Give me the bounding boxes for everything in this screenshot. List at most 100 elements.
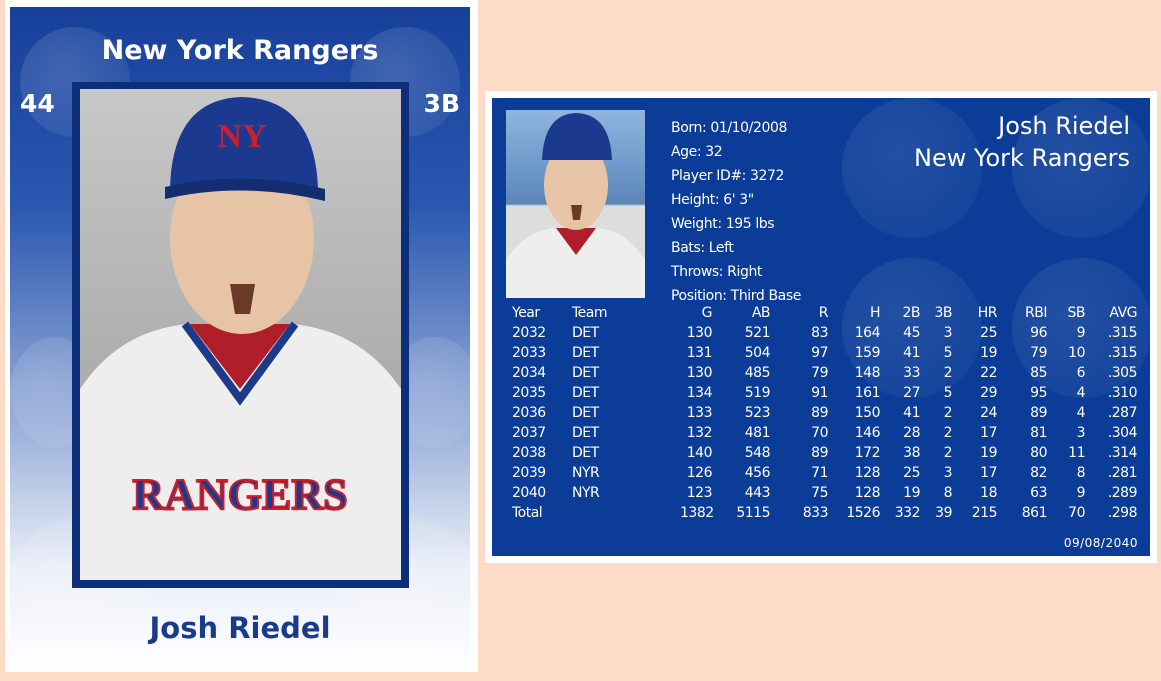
cell-ab: 481 <box>744 425 771 441</box>
table-row: 2040 NYR 123 443 75 128 19 8 18 63 9 .289 <box>512 483 1138 503</box>
cell-sb: 9 <box>1076 325 1086 341</box>
column-header-g: G <box>701 305 713 321</box>
cell-year: 2037 <box>512 425 546 441</box>
cell-hr: 24 <box>980 405 997 421</box>
cell-2b: 19 <box>903 485 920 501</box>
column-header-hr: HR <box>977 305 998 321</box>
cell-ab: 519 <box>744 385 771 401</box>
column-header-3b: 3B <box>934 305 952 321</box>
cell-avg: .287 <box>1107 405 1138 421</box>
cell-sb: 10 <box>1068 345 1085 361</box>
cell-avg: .304 <box>1107 425 1138 441</box>
cell-team: DET <box>572 445 599 461</box>
cell-team: NYR <box>572 485 600 501</box>
cell-hr: 215 <box>971 505 998 521</box>
cell-2b: 28 <box>903 425 920 441</box>
table-row: 2039 NYR 126 456 71 128 25 3 17 82 8 .281 <box>512 463 1138 483</box>
photo-frame: NY RANGERS <box>72 82 409 588</box>
cell-h: 161 <box>854 385 881 401</box>
cell-2b: 33 <box>903 365 920 381</box>
cell-avg: .298 <box>1107 505 1138 521</box>
cell-r: 70 <box>811 425 828 441</box>
cell-h: 128 <box>854 485 881 501</box>
cell-hr: 17 <box>980 465 997 481</box>
cell-sb: 11 <box>1068 445 1085 461</box>
cell-ab: 521 <box>744 325 771 341</box>
stats-table: Year Team G AB R H 2B 3B HR RBI SB AVG 2032 DET 130 52… <box>512 303 1138 523</box>
team-name: New York Rangers <box>101 35 379 66</box>
column-header-2b: 2B <box>902 305 920 321</box>
cell-2b: 41 <box>903 345 920 361</box>
cell-h: 164 <box>854 325 881 341</box>
player-id: Player ID#: 3272 <box>671 168 785 184</box>
cell-year: 2032 <box>512 325 546 341</box>
cell-sb: 9 <box>1076 485 1086 501</box>
cell-3b: 2 <box>943 365 953 381</box>
cell-3b: 5 <box>943 345 953 361</box>
cell-2b: 25 <box>903 465 920 481</box>
cell-hr: 17 <box>980 425 997 441</box>
cell-team: DET <box>572 385 599 401</box>
back-team-name: New York Rangers <box>914 144 1130 172</box>
table-row: 2038 DET 140 548 89 172 38 2 19 80 11 .314 <box>512 443 1138 463</box>
table-row: 2034 DET 130 485 79 148 33 2 22 85 6.305 <box>512 363 1138 383</box>
cell-hr: 25 <box>980 325 997 341</box>
player-info: Born: 01/10/2008 Age: 32 Player ID#: 327… <box>671 116 801 308</box>
cell-hr: 18 <box>980 485 997 501</box>
throws: Throws: Right <box>671 264 763 280</box>
cell-h: 128 <box>854 465 881 481</box>
player-photo: NY RANGERS <box>80 89 401 580</box>
cell-avg: .310 <box>1107 385 1138 401</box>
column-header-r: R <box>818 305 829 321</box>
cell-hr: 22 <box>980 365 997 381</box>
jersey-number: 44 <box>20 89 55 118</box>
cell-ab: 456 <box>744 465 771 481</box>
cell-ab: 504 <box>744 345 771 361</box>
cell-year: 2033 <box>512 345 546 361</box>
cell-r: 89 <box>811 405 828 421</box>
cell-g: 133 <box>686 405 713 421</box>
cell-2b: 41 <box>903 405 920 421</box>
cell-g: 132 <box>686 425 713 441</box>
cell-ab: 523 <box>744 405 771 421</box>
cell-ab: 443 <box>744 485 771 501</box>
cell-3b: 8 <box>943 485 953 501</box>
cell-g: 1382 <box>680 505 714 521</box>
cell-year: 2039 <box>512 465 546 481</box>
cell-r: 79 <box>811 365 828 381</box>
cell-3b: 5 <box>943 385 953 401</box>
cell-r: 71 <box>811 465 828 481</box>
totals-row: Total 1382 5115 833 1526 332 39 215 861 70 .298 <box>512 503 1138 523</box>
cell-sb: 3 <box>1076 425 1086 441</box>
cell-r: 91 <box>811 385 828 401</box>
cell-hr: 19 <box>980 345 997 361</box>
cell-sb: 8 <box>1076 465 1086 481</box>
cell-sb: 4 <box>1076 385 1086 401</box>
cell-r: 83 <box>811 325 828 341</box>
cell-team: DET <box>572 405 599 421</box>
cell-3b: 3 <box>943 325 953 341</box>
cell-3b: 2 <box>943 405 953 421</box>
cell-r: 89 <box>811 445 828 461</box>
table-row: 2037 DET 132 481 70 146 28 2 17 81 3 .304 <box>512 423 1138 443</box>
column-header-rbi: RBI <box>1025 305 1047 321</box>
cell-rbi: 89 <box>1030 405 1047 421</box>
table-row: 2033 DET 131 504 97 159 41 5 19 79 10 .315 <box>512 343 1138 363</box>
table-row: 2032 DET 130 521 83 164 45 3 25 96 9 .315 <box>512 323 1138 343</box>
cell-rbi: 861 <box>1021 505 1048 521</box>
weight: Weight: 195 lbs <box>671 216 775 232</box>
cell-avg: .281 <box>1107 465 1138 481</box>
cell-year: 2035 <box>512 385 546 401</box>
player-name: Josh Riedel <box>149 611 331 645</box>
cell-rbi: 81 <box>1030 425 1047 441</box>
table-row: 2036 DET 133 523 89 150 41 2 24 89 4 .287 <box>512 403 1138 423</box>
cell-h: 146 <box>854 425 881 441</box>
cell-avg: .315 <box>1107 325 1138 341</box>
cell-g: 126 <box>686 465 713 481</box>
cell-g: 131 <box>686 345 713 361</box>
cell-g: 134 <box>686 385 713 401</box>
cell-year: 2040 <box>512 485 546 501</box>
cell-year: Total <box>512 505 543 521</box>
cell-rbi: 95 <box>1030 385 1047 401</box>
column-header-ab: AB <box>751 305 771 321</box>
